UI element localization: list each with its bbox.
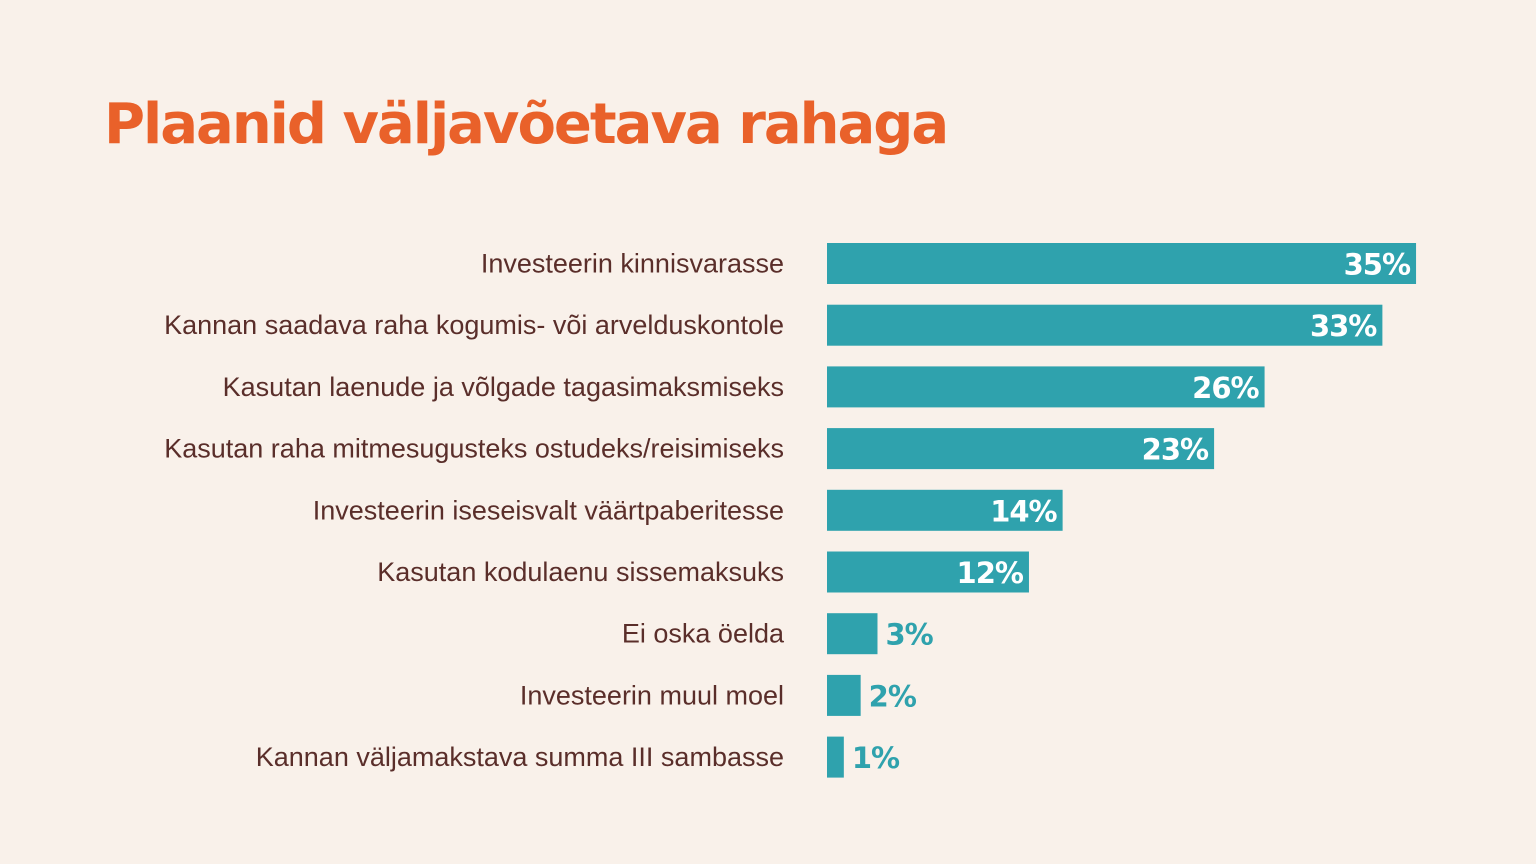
bar <box>827 304 1383 346</box>
category-label: Investeerin iseseisvalt väärtpaberitesse <box>313 495 784 525</box>
value-label: 33% <box>1310 309 1377 343</box>
category-label: Kannan väljamakstava summa III sambasse <box>256 742 784 772</box>
bar <box>827 489 1063 531</box>
category-label: Investeerin kinnisvarasse <box>481 249 784 279</box>
category-label: Ei oska öelda <box>622 619 785 649</box>
category-label: Kasutan raha mitmesugusteks ostudeks/rei… <box>164 434 784 464</box>
value-label: 3% <box>885 618 933 652</box>
category-label: Kannan saadava raha kogumis- või arveldu… <box>164 310 784 340</box>
category-label: Investeerin muul moel <box>520 680 784 710</box>
bar <box>827 736 844 778</box>
bar <box>827 243 1417 284</box>
chart-title: Plaanid väljavõetava rahaga <box>104 92 949 157</box>
bar <box>827 551 1029 593</box>
category-label: Kasutan laenude ja võlgade tagasimaksmis… <box>223 372 784 402</box>
bar <box>827 674 861 716</box>
bar <box>827 366 1265 408</box>
bar <box>827 428 1215 470</box>
value-label: 23% <box>1142 433 1209 467</box>
value-label: 1% <box>852 741 900 775</box>
category-label: Kasutan kodulaenu sissemaksuks <box>377 557 784 587</box>
value-label: 14% <box>990 494 1057 528</box>
value-label: 35% <box>1344 248 1411 282</box>
value-label: 26% <box>1192 371 1259 405</box>
value-label: 2% <box>869 679 917 713</box>
bar <box>827 613 878 655</box>
value-label: 12% <box>957 556 1024 590</box>
